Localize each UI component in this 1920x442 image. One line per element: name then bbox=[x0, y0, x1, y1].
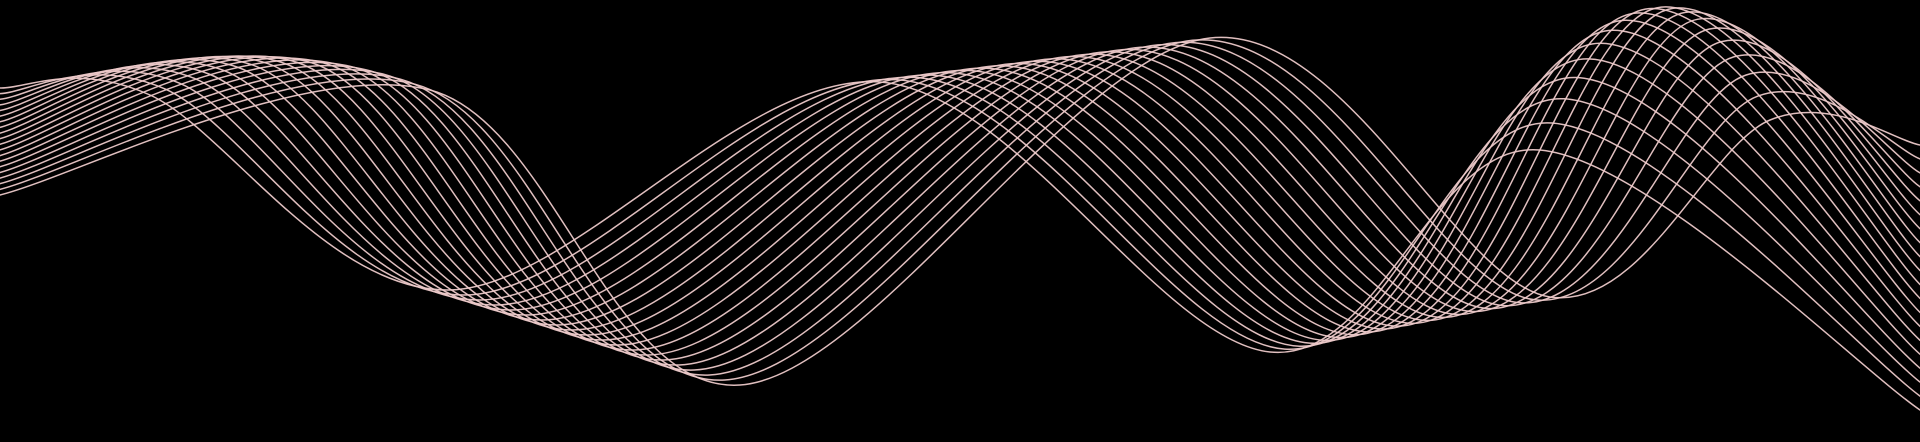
wave-line bbox=[0, 17, 1920, 356]
wave-line bbox=[0, 11, 1920, 351]
wave-line bbox=[0, 44, 1920, 371]
wave-lines-group bbox=[0, 6, 1920, 411]
wave-line bbox=[0, 77, 1920, 411]
wave-line bbox=[0, 41, 1920, 376]
wave-line bbox=[0, 19, 1920, 333]
wave-line bbox=[0, 39, 1920, 381]
wave-line bbox=[0, 12, 1920, 331]
wave-line bbox=[0, 6, 1920, 341]
wave-line bbox=[0, 29, 1920, 336]
wave-line bbox=[0, 36, 1920, 386]
wave-line bbox=[0, 74, 1920, 397]
wave-line bbox=[0, 70, 1920, 383]
wave-line bbox=[0, 27, 1920, 361]
wave-line bbox=[0, 7, 1920, 336]
